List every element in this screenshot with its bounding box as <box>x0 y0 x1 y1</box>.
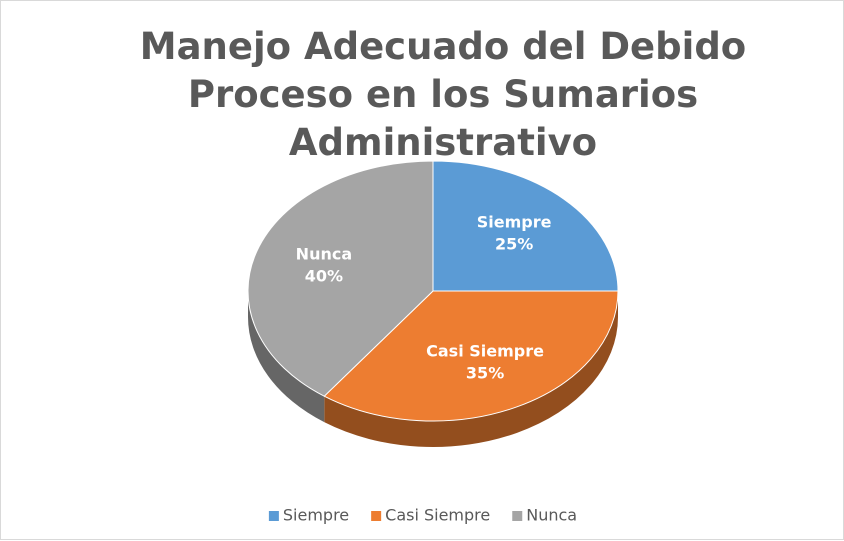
data-label-name: Casi Siempre <box>426 341 544 360</box>
legend: Siempre Casi Siempre Nunca <box>268 506 577 525</box>
slice-side <box>248 291 325 423</box>
legend-swatch <box>512 511 523 521</box>
legend-label: Siempre <box>283 506 349 525</box>
data-label-value: 40% <box>305 267 343 286</box>
data-label-value: 25% <box>495 235 533 254</box>
data-label-name: Siempre <box>477 213 552 232</box>
slice-side <box>324 291 618 447</box>
data-label-value: 35% <box>466 363 504 382</box>
data-label-name: Nunca <box>296 245 352 264</box>
pie-slice <box>323 290 619 422</box>
legend-swatch <box>371 511 382 521</box>
chart-title: Manejo Adecuado del Debido Proceso en lo… <box>139 25 747 164</box>
pie-slice <box>432 160 619 292</box>
legend-swatch <box>268 511 279 521</box>
pie-slice <box>247 160 434 397</box>
legend-label: Casi Siempre <box>385 506 490 525</box>
legend-label: Nunca <box>526 506 577 525</box>
